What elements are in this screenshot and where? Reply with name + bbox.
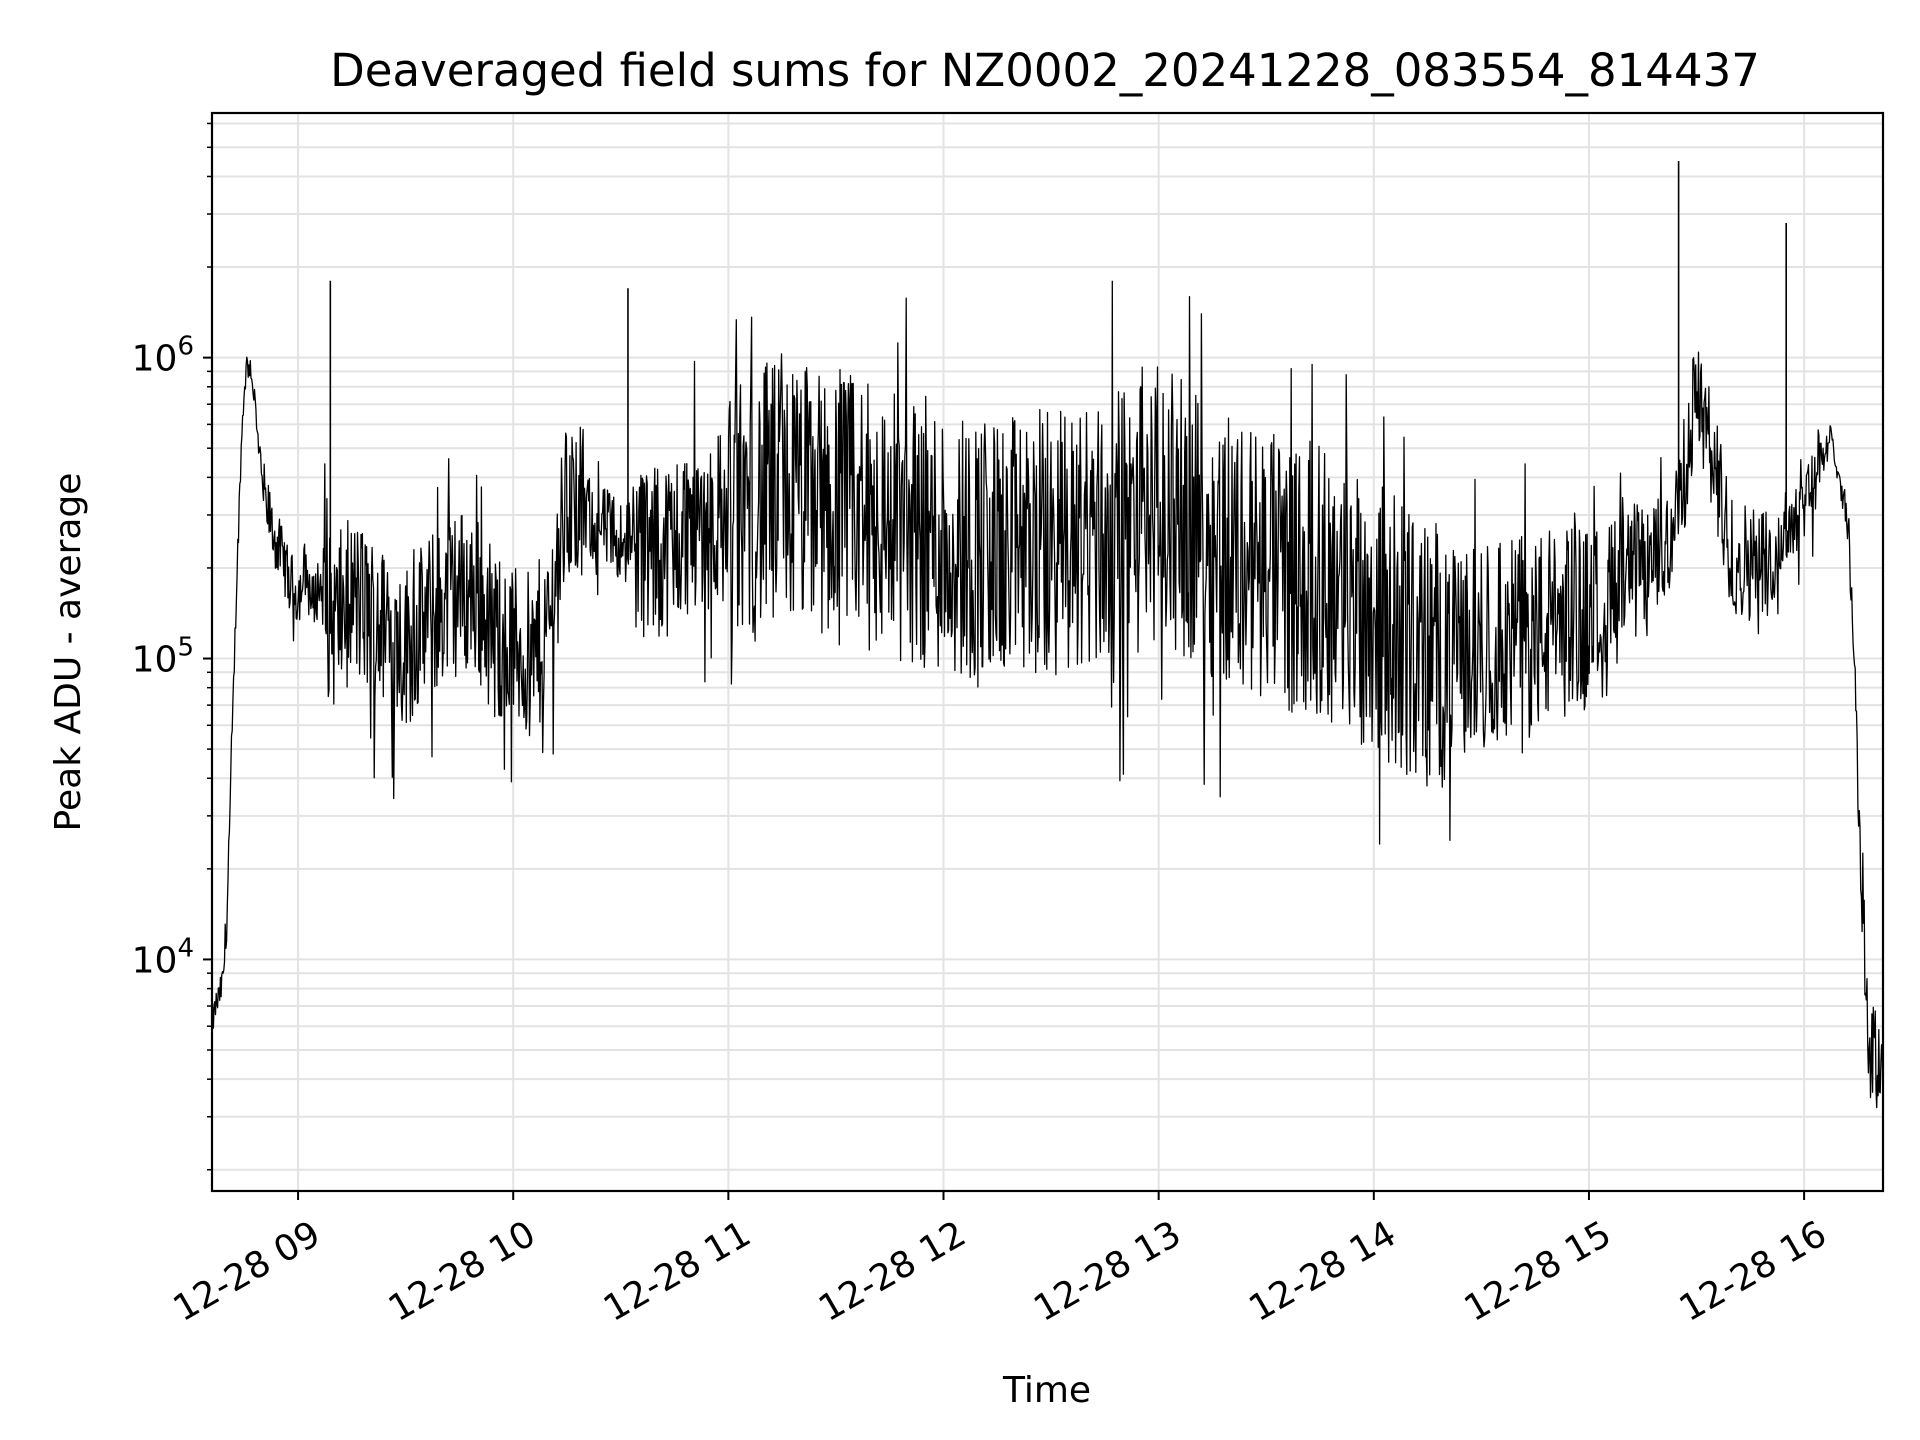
y-axis-label: Peak ADU - average (48, 473, 89, 832)
series-layer (211, 161, 1884, 1109)
y-tick-label: 105 (132, 633, 194, 681)
y-axis: 104 105 106 (132, 122, 212, 1171)
y-tick-label: 104 (132, 933, 194, 981)
chart-title: Deaveraged field sums for NZ0002_2024122… (330, 44, 1760, 97)
x-axis-label: Time (1002, 1370, 1091, 1411)
series-line (211, 280, 1884, 1109)
plot-frame (210, 111, 1885, 1193)
y-tick-label: 106 (132, 332, 194, 380)
